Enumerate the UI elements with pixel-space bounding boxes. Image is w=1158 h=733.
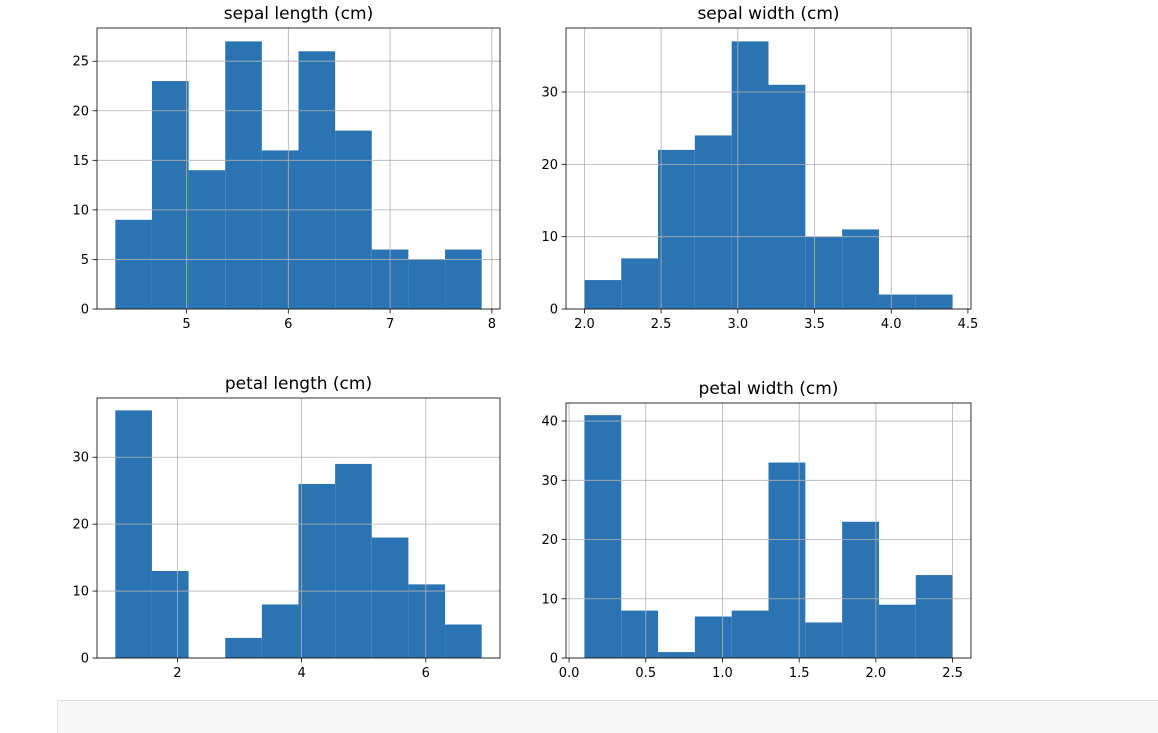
histogram-bar [621,610,659,658]
y-tick-label: 0 [550,303,558,318]
histogram-bar [731,41,769,309]
histogram-bar [842,521,879,658]
x-tick-label: 3.5 [804,317,825,332]
y-tick-label: 0 [550,652,558,667]
histogram-bar [298,483,336,658]
histogram-bar [115,219,152,309]
next-cell [57,700,1158,733]
histogram-bar [658,149,695,309]
histogram-bar [915,575,953,658]
y-tick-label: 10 [541,592,558,607]
subplot: 5 6 7 8 0 5 10 15 20 25 sepal length (cm) [72,4,501,332]
axes-frame [565,402,972,659]
x-tick-label: 1.5 [789,666,810,681]
histogram-bar [731,610,769,658]
axes-frame [96,27,501,310]
histogram-bar [445,249,482,309]
histogram-bar [408,259,446,309]
x-tick-label: 2.5 [942,666,963,681]
subplot: 0.0 0.5 1.0 1.5 2.0 2.5 0 10 20 30 40 petal width (… [541,379,972,681]
x-tick-label: 4 [297,666,305,681]
y-tick-label: 0 [81,303,89,318]
histogram-bar [584,280,622,309]
x-tick-label: 2.0 [866,666,887,681]
histogram-bar [261,604,299,658]
histogram-bar [445,624,482,658]
y-tick-label: 15 [72,154,89,169]
histogram-bar [842,229,879,309]
x-tick-label: 2.5 [651,317,672,332]
histogram-bar [694,135,732,309]
histogram-bar [371,537,409,658]
histogram-bar [408,584,446,658]
subplot: 2 4 6 0 10 20 30 petal length (cm) [72,374,501,681]
y-tick-label: 30 [541,86,558,101]
histogram-bar [151,570,189,658]
histogram-bar [188,170,226,309]
histogram-bar [805,622,843,658]
y-tick-label: 20 [541,533,558,548]
x-tick-label: 0.0 [559,666,580,681]
histogram-bar [298,51,336,309]
subplot-title: sepal width (cm) [697,4,839,24]
y-tick-label: 10 [72,203,89,218]
x-tick-label: 2 [173,666,181,681]
histogram-bar [261,150,299,309]
histogram-bar [115,410,152,658]
y-tick-label: 20 [541,158,558,173]
y-tick-label: 10 [541,230,558,245]
subplot-title: petal length (cm) [225,374,372,394]
histogram-bar [805,236,843,309]
histogram-bar [878,294,916,309]
x-tick-label: 0.5 [635,666,656,681]
x-tick-label: 3.0 [727,317,748,332]
histogram-bar [878,604,916,658]
x-tick-label: 7 [386,317,394,332]
histogram-bar [225,41,262,309]
axes-frame [96,397,501,659]
x-tick-label: 6 [284,317,292,332]
x-tick-label: 4.0 [881,317,902,332]
histogram-bar [915,294,953,309]
subplot-title: petal width (cm) [699,379,839,399]
histogram-bar [151,81,189,309]
x-tick-label: 5 [182,317,190,332]
histogram-bar [768,462,806,658]
histogram-bar [335,130,372,309]
histogram-bar [584,415,622,658]
y-tick-label: 20 [72,104,89,119]
y-tick-label: 40 [541,415,558,430]
y-tick-label: 0 [81,652,89,667]
x-tick-label: 8 [488,317,496,332]
y-tick-label: 20 [72,518,89,533]
y-tick-label: 5 [81,253,89,268]
x-tick-label: 6 [422,666,430,681]
axes-frame [565,27,972,310]
histogram-bar [658,652,695,658]
histogram-bar [225,637,262,658]
subplot: 2.0 2.5 3.0 3.5 4.0 4.5 0 10 20 30 sepal width (cm… [541,4,978,332]
x-tick-label: 2.0 [574,317,595,332]
y-tick-label: 25 [72,55,89,70]
subplot-title: sepal length (cm) [224,4,373,24]
histogram-bar [335,463,372,658]
x-tick-label: 4.5 [958,317,979,332]
y-tick-label: 10 [72,585,89,600]
y-tick-label: 30 [541,474,558,489]
y-tick-label: 30 [72,451,89,466]
histogram-bar [621,258,659,309]
histogram-bar [768,84,806,310]
x-tick-label: 1.0 [712,666,733,681]
histogram-bar [694,616,732,658]
